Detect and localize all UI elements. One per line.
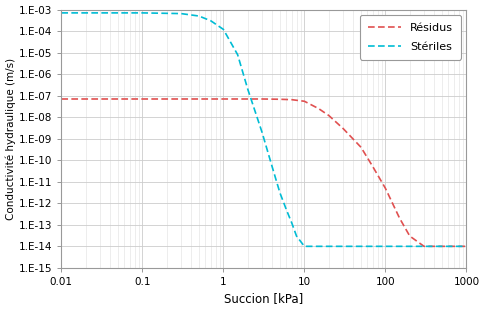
Résidus	[115, 97, 121, 101]
Stériles	[196, 14, 201, 18]
Résidus	[325, 114, 331, 117]
Line: Stériles: Stériles	[61, 13, 466, 246]
Stériles	[269, 165, 274, 169]
Résidus	[382, 186, 388, 190]
Résidus	[430, 244, 436, 248]
Stériles	[288, 221, 294, 225]
Résidus	[369, 165, 375, 169]
Résidus	[463, 244, 469, 248]
Line: Résidus: Résidus	[61, 99, 466, 246]
Résidus	[357, 146, 363, 149]
Résidus	[59, 97, 64, 101]
Résidus	[450, 244, 456, 248]
Stériles	[258, 130, 264, 134]
Résidus	[438, 244, 444, 248]
Résidus	[301, 100, 307, 103]
Résidus	[396, 216, 402, 220]
Résidus	[139, 97, 145, 101]
Stériles	[244, 87, 250, 91]
Résidus	[406, 234, 412, 238]
Stériles	[220, 27, 226, 31]
Stériles	[463, 244, 469, 248]
Stériles	[293, 234, 299, 238]
Résidus	[258, 97, 264, 101]
Stériles	[276, 191, 282, 195]
Stériles	[115, 11, 121, 15]
Stériles	[139, 11, 145, 15]
Stériles	[283, 208, 289, 211]
Résidus	[339, 127, 345, 130]
Stériles	[178, 12, 183, 16]
Résidus	[315, 107, 321, 110]
Résidus	[196, 97, 201, 101]
Legend: Résidus, Stériles: Résidus, Stériles	[359, 15, 460, 59]
X-axis label: Succion [kPa]: Succion [kPa]	[224, 292, 303, 305]
Résidus	[244, 97, 250, 101]
Résidus	[276, 97, 282, 101]
Stériles	[208, 19, 213, 23]
Résidus	[420, 244, 426, 248]
Résidus	[220, 97, 226, 101]
Stériles	[59, 11, 64, 15]
Stériles	[315, 244, 321, 248]
Résidus	[288, 98, 294, 102]
Y-axis label: Conductivité hydraulique (m/s): Conductivité hydraulique (m/s)	[5, 58, 16, 220]
Stériles	[234, 53, 240, 57]
Stériles	[301, 244, 307, 248]
